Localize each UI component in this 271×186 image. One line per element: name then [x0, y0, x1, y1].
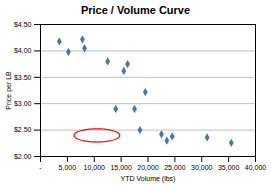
svg-text:25,000: 25,000 [164, 164, 186, 171]
svg-text:$3.50: $3.50 [14, 74, 32, 81]
svg-text:YTD Volume (lbs): YTD Volume (lbs) [121, 175, 176, 183]
svg-text:30,000: 30,000 [191, 164, 213, 171]
svg-text:5,000: 5,000 [59, 164, 77, 171]
html-text:Price / Volume Curve: Price / Volume Curve [80, 4, 191, 16]
svg-text:Price per LB: Price per LB [5, 71, 13, 110]
svg-text:$2.00: $2.00 [14, 153, 32, 160]
svg-text:40,000: 40,000 [245, 164, 267, 171]
svg-text:$2.50: $2.50 [14, 126, 32, 133]
svg-text:35,000: 35,000 [218, 164, 240, 171]
svg-text:15,000: 15,000 [110, 164, 132, 171]
svg-text:$4.50: $4.50 [14, 21, 32, 28]
svg-text:20,000: 20,000 [137, 164, 159, 171]
svg-text:$3.00: $3.00 [14, 100, 32, 107]
svg-text:10,000: 10,000 [84, 164, 106, 171]
svg-text:-: - [39, 164, 42, 171]
svg-text:$4.00: $4.00 [14, 47, 32, 54]
